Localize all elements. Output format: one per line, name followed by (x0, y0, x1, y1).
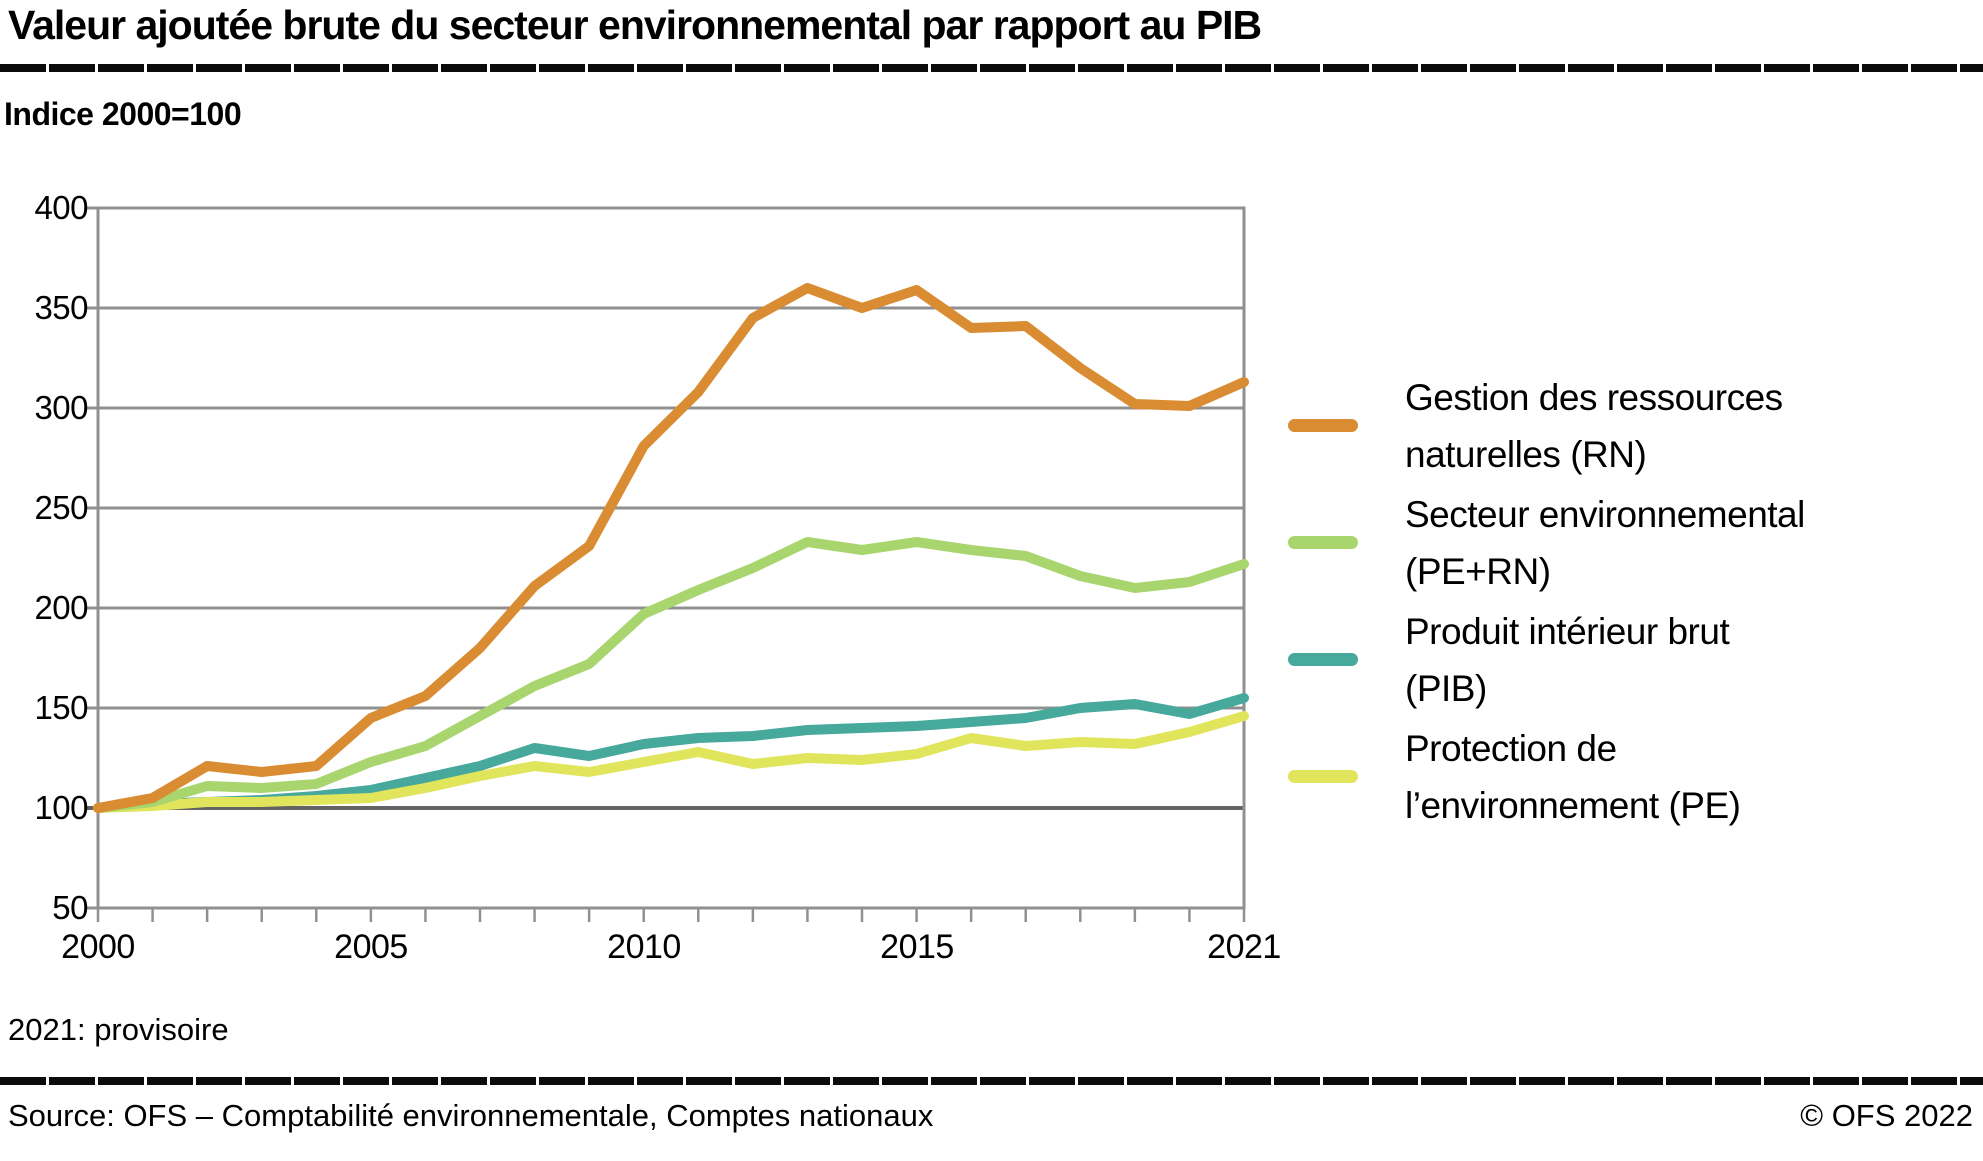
legend-item-pib: Produit intérieur brut (PIB) (1288, 603, 1978, 717)
y-axis-label-300: 300 (34, 389, 88, 426)
y-axis-label-350: 350 (34, 289, 88, 326)
legend-item-rn: Gestion des ressources naturelles (RN) (1288, 369, 1978, 483)
x-axis-label-2010: 2010 (607, 928, 681, 966)
legend-label-pe-line2: l’environnement (PE) (1405, 785, 1741, 826)
legend-label-pe-rn-line2: (PE+RN) (1405, 551, 1551, 592)
y-axis-label-50: 50 (52, 889, 88, 926)
series-line-pe-rn (93, 537, 1249, 813)
legend-swatch-rn (1288, 419, 1358, 432)
series-lines (93, 283, 1249, 813)
chart-unit-label: Indice 2000=100 (4, 96, 242, 132)
y-axis-label-200: 200 (34, 589, 88, 626)
x-axis-ticks (96, 908, 1246, 922)
copyright-text: © OFS 2022 (1800, 1098, 1973, 1133)
y-axis-label-250: 250 (34, 489, 88, 526)
x-axis-label-2000: 2000 (61, 928, 135, 966)
legend-swatch-pib (1288, 653, 1358, 666)
provisional-note: 2021: provisoire (8, 1012, 229, 1047)
legend-item-pe: Protection de l’environnement (PE) (1288, 720, 1978, 834)
x-axis-label-2015: 2015 (880, 928, 954, 966)
series-line-pe (93, 711, 1249, 813)
legend-swatch-pe (1288, 770, 1358, 783)
legend-swatch-pe-rn (1288, 536, 1358, 549)
legend-label-pe-rn-line1: Secteur environnemental (1405, 494, 1805, 535)
legend-label-pib-line1: Produit intérieur brut (1405, 611, 1730, 652)
x-axis-label-2021: 2021 (1207, 928, 1281, 966)
source-text: Source: OFS – Comptabilité environnement… (8, 1098, 934, 1133)
y-axis-label-100: 100 (34, 789, 88, 826)
legend-label-pe-line1: Protection de (1405, 728, 1617, 769)
series-line-rn (93, 283, 1249, 813)
legend-label-pib-line2: (PIB) (1405, 668, 1487, 709)
title-divider-rule (0, 64, 1983, 72)
x-axis-label-2005: 2005 (334, 928, 408, 966)
footer-divider-rule (0, 1077, 1983, 1085)
y-axis-label-150: 150 (34, 689, 88, 726)
legend-label-rn-line1: Gestion des ressources (1405, 377, 1783, 418)
page-title: Valeur ajoutée brute du secteur environn… (8, 2, 1262, 48)
plot-border (96, 206, 1246, 910)
y-axis-label-400: 400 (34, 189, 88, 226)
legend-label-rn-line2: naturelles (RN) (1405, 434, 1647, 475)
legend-item-pe-rn: Secteur environnemental (PE+RN) (1288, 486, 1978, 600)
